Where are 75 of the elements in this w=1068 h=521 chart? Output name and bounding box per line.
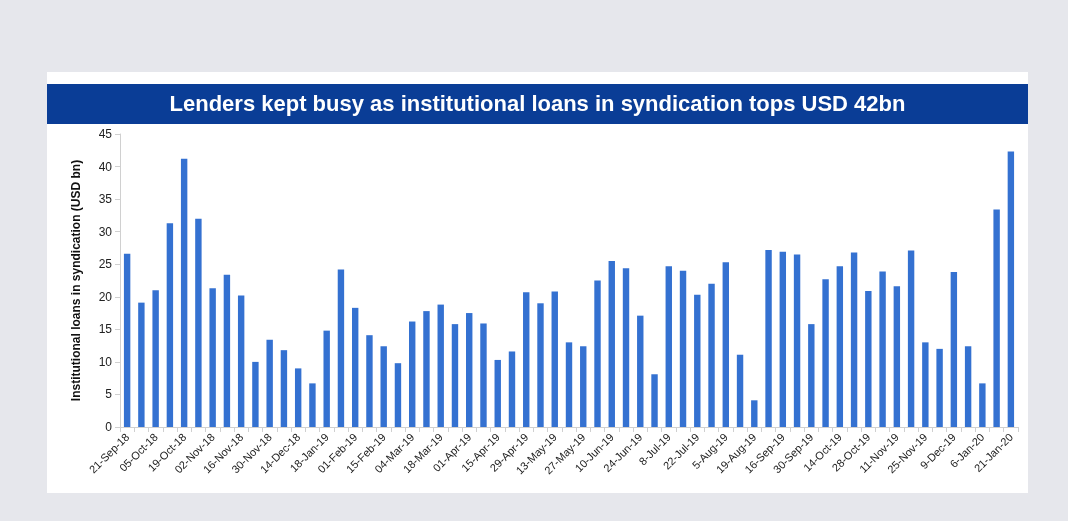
bar	[309, 383, 316, 427]
bar	[565, 342, 573, 427]
bar	[280, 350, 288, 427]
y-tick-label: 5	[105, 387, 113, 402]
bar	[466, 313, 473, 427]
bar	[708, 283, 715, 427]
bar	[993, 209, 1000, 427]
bar	[637, 315, 644, 427]
bar	[793, 254, 801, 427]
bar	[451, 324, 459, 427]
bar	[651, 374, 658, 427]
bar	[437, 304, 444, 427]
bar	[366, 335, 373, 427]
bar	[380, 346, 387, 427]
y-tick-label: 15	[98, 322, 113, 337]
bar	[580, 346, 587, 427]
bar	[1007, 151, 1015, 427]
bar	[979, 383, 986, 427]
bar	[351, 307, 359, 427]
bar	[950, 272, 958, 427]
bar	[237, 295, 245, 427]
bar	[865, 290, 872, 427]
bar	[622, 268, 630, 427]
bar	[409, 321, 416, 427]
bar	[494, 359, 501, 427]
bar	[694, 294, 701, 427]
bar	[195, 218, 202, 427]
y-tick-label: 45	[98, 127, 113, 141]
bar	[922, 342, 929, 427]
bar	[123, 253, 131, 427]
y-tick-label: 0	[105, 420, 113, 434]
bar	[822, 279, 829, 427]
bar	[850, 252, 858, 427]
bar	[836, 266, 844, 427]
bar	[337, 269, 345, 427]
bar	[608, 260, 615, 427]
y-tick-label: 40	[98, 159, 113, 174]
bar	[551, 291, 558, 427]
bar	[537, 303, 544, 427]
bar	[751, 400, 758, 427]
bar	[523, 292, 530, 427]
bar	[252, 361, 259, 427]
bar	[722, 262, 729, 427]
bar	[893, 286, 901, 427]
bar	[180, 158, 188, 427]
y-tick-label: 20	[98, 289, 113, 304]
bar	[323, 330, 330, 427]
bar	[964, 346, 972, 427]
bar	[480, 323, 487, 427]
bar	[394, 363, 402, 427]
bar	[266, 339, 273, 427]
bar	[166, 223, 174, 427]
bar	[779, 251, 787, 427]
bar	[679, 270, 687, 427]
y-tick-label: 10	[98, 354, 113, 369]
bar	[936, 348, 943, 427]
bar	[209, 288, 216, 427]
bar	[879, 271, 886, 427]
bar	[423, 311, 430, 427]
bar	[223, 274, 231, 427]
bar	[508, 351, 516, 427]
bar	[765, 249, 772, 427]
y-tick-label: 35	[98, 192, 113, 207]
y-axis-title: Institutional loans in syndication (USD bn)	[69, 159, 83, 402]
bar	[808, 324, 815, 427]
bar	[138, 302, 145, 427]
y-tick-label: 30	[98, 224, 113, 239]
bar	[294, 368, 302, 427]
y-tick-label: 25	[98, 257, 113, 272]
chart-title: Lenders kept busy as institutional loans in syndication tops USD 42bn	[47, 84, 1028, 124]
bar	[736, 354, 744, 427]
bar	[907, 250, 915, 427]
bar	[665, 266, 672, 427]
bar	[152, 290, 159, 427]
bar	[594, 280, 601, 427]
